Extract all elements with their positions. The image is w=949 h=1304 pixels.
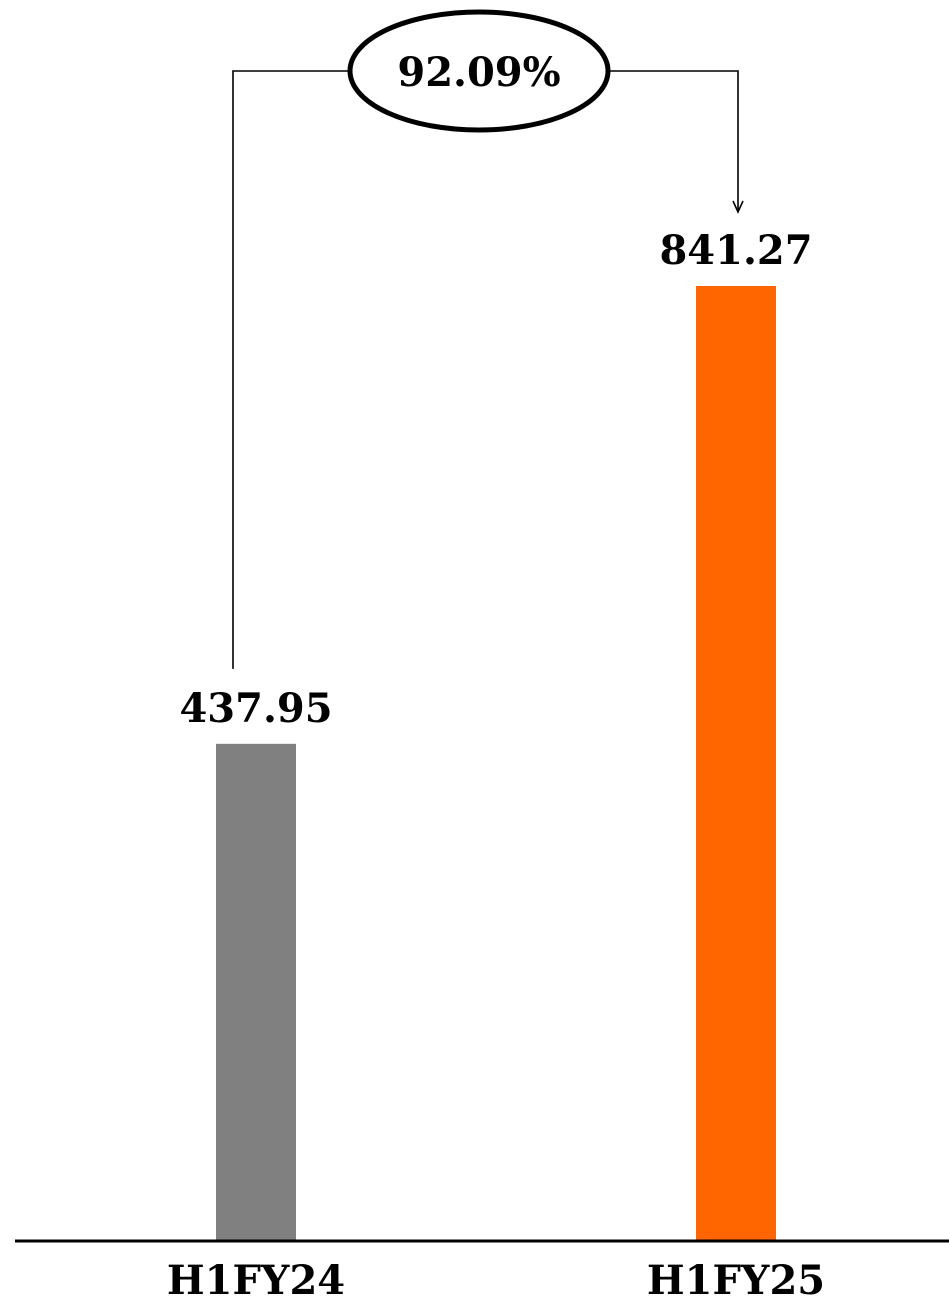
bar-h1fy25	[696, 286, 776, 1241]
value-label-h1fy25: 841.27	[659, 227, 812, 274]
value-label-h1fy24: 437.95	[179, 685, 332, 732]
growth-label: 92.09%	[397, 49, 560, 96]
growth-connector-right	[598, 70, 744, 214]
value-labels-layer: 437.95 841.27	[179, 227, 812, 732]
bars-layer	[216, 286, 776, 1241]
category-labels-layer: H1FY24 H1FY25	[167, 1257, 825, 1304]
growth-ellipse	[347, 9, 611, 133]
growth-connector-left	[232, 70, 360, 669]
growth-annotation: 92.09%	[232, 9, 744, 669]
bar-h1fy24	[216, 743, 296, 1241]
category-label-h1fy24: H1FY24	[167, 1257, 345, 1304]
category-label-h1fy25: H1FY25	[647, 1257, 825, 1304]
